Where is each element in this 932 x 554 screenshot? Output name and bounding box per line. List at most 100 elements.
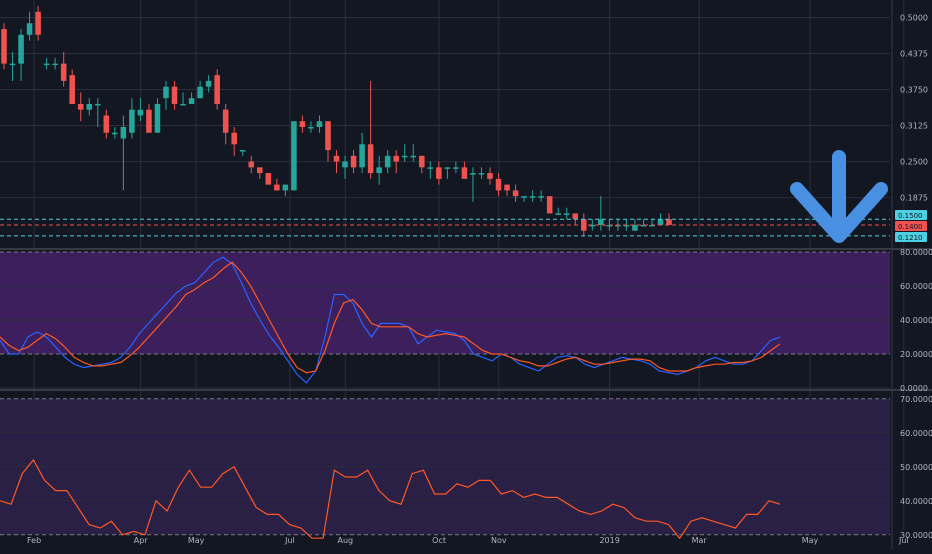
candle-body (393, 155, 399, 162)
candle-body (546, 196, 553, 214)
price-levels: 0.1500 0.1400 0.1210 (0, 210, 927, 242)
price-axis-label: 0.3125 (900, 122, 928, 131)
rsi-grid (0, 398, 890, 536)
candle-body (504, 184, 510, 191)
candle-body (26, 23, 33, 35)
candle-body (214, 75, 220, 104)
candle-body (316, 121, 323, 127)
candle-body (60, 63, 67, 81)
candle-body (299, 121, 306, 127)
stochastic-line (0, 256, 781, 384)
candle-body (95, 103, 101, 106)
time-axis-label: May (802, 536, 819, 545)
time-axis: Feb Apr May Jul Aug Oct Nov 2019 Mar May Jul (27, 536, 909, 545)
candle-body (444, 167, 451, 169)
price-pane[interactable]: 0.1500 0.1400 0.1210 (0, 6, 927, 243)
price-axis-label: 0.1875 (900, 194, 928, 203)
candle-body (615, 224, 621, 227)
candle-body (18, 34, 24, 64)
candle-body (308, 127, 314, 129)
candle-body (376, 167, 382, 174)
candle-body (572, 213, 579, 220)
candle-body (598, 219, 604, 225)
candle-body (589, 224, 596, 227)
candle-body (487, 173, 493, 179)
candle-body (146, 109, 152, 133)
candle-body (410, 155, 417, 158)
candle-body (103, 115, 110, 133)
rsi-axis-label: 30.0000 (900, 531, 932, 540)
stochastic-axis-label: 20.0000 (900, 350, 932, 359)
candle-body (436, 167, 442, 179)
candle-body (538, 196, 544, 198)
time-axis-label: Mar (692, 536, 708, 545)
candle-body (52, 63, 58, 66)
rsi-axis-label: 50.0000 (900, 463, 932, 472)
candle-body (657, 219, 664, 225)
stochastic-band (0, 252, 890, 354)
candle-body (137, 109, 144, 116)
candle-body (205, 80, 212, 87)
candle-body (563, 213, 570, 215)
candle-body (257, 167, 263, 174)
candle-body (649, 224, 655, 227)
candle-body (419, 155, 425, 168)
candle-body (666, 219, 672, 225)
candle-body (154, 103, 161, 133)
stochastic-axis-label: 0.0000 (900, 384, 928, 393)
stochastic-grid (0, 251, 890, 389)
candle-body (231, 132, 237, 145)
candle-body (222, 109, 229, 133)
candle-body (470, 173, 476, 175)
rsi-axis-label: 40.0000 (900, 497, 932, 506)
candle-body (632, 224, 638, 231)
candle-body (171, 86, 178, 104)
price-level-label: 0.1210 (898, 234, 923, 242)
candle-body (495, 178, 502, 191)
candle-body (188, 98, 195, 104)
arrow-down-icon-shape (790, 150, 888, 243)
candle-body (427, 167, 434, 169)
candle-body (291, 121, 297, 191)
stochastic-pane[interactable] (0, 251, 890, 389)
candle-body (555, 213, 561, 215)
arrow-down-icon (790, 150, 888, 243)
candle-body (461, 167, 468, 179)
candle-body (120, 127, 127, 139)
candle-body (521, 196, 527, 198)
candle-body (1, 29, 7, 64)
candle-body (453, 167, 459, 169)
time-axis-label: Jul (284, 536, 295, 545)
candle-body (163, 86, 169, 99)
candle-body (325, 121, 331, 151)
time-axis-label: Aug (338, 536, 354, 545)
candle-body (129, 109, 135, 133)
price-axis-label: 0.2500 (900, 158, 928, 167)
candle-body (265, 173, 272, 185)
candle-body (112, 132, 118, 135)
time-axis-label: Feb (27, 536, 41, 545)
candle-body (529, 196, 536, 198)
rsi-line (0, 458, 781, 540)
price-level-label: 0.1400 (898, 223, 923, 231)
candle-body (359, 144, 365, 168)
candle-body (248, 161, 255, 168)
rsi-lines (0, 458, 781, 540)
candle-body (384, 155, 391, 168)
candle-body (77, 103, 84, 110)
candle-body (342, 161, 348, 168)
price-level-badge (895, 210, 927, 220)
candle-body (35, 11, 41, 35)
price-level-badge (895, 232, 927, 242)
price-axis: 0.5000 0.4375 0.3750 0.3125 0.2500 0.1875 80.0… (900, 14, 932, 540)
rsi-axis-label: 70.0000 (900, 395, 932, 404)
candle-body (180, 103, 186, 106)
rsi-pane[interactable] (0, 398, 890, 540)
candle-body (333, 155, 340, 162)
time-axis-label: Apr (134, 536, 149, 545)
candle-body (43, 63, 50, 66)
candle-body (239, 150, 246, 152)
time-axis-label: Nov (491, 536, 507, 545)
time-axis-label: Oct (432, 536, 446, 545)
